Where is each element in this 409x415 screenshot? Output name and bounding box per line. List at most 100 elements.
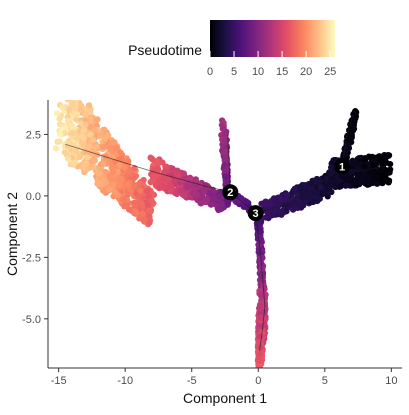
cell-point <box>317 184 324 191</box>
branch-point-label: 1 <box>339 161 345 173</box>
cell-point <box>205 184 212 191</box>
cell-point <box>363 173 371 180</box>
cell-point <box>222 138 229 145</box>
cell-point <box>94 116 101 123</box>
cell-point <box>61 85 67 91</box>
branch-point-label: 2 <box>227 187 233 199</box>
cell-point <box>68 86 74 92</box>
x-tick-label: -5 <box>187 375 197 387</box>
cell-point <box>139 210 146 218</box>
y-tick-label: 2.5 <box>26 129 41 141</box>
cell-point <box>171 177 179 184</box>
cell-point <box>308 180 315 187</box>
cell-point <box>52 145 60 152</box>
cell-point <box>60 80 66 86</box>
cell-point <box>77 106 84 113</box>
cell-point <box>53 110 60 117</box>
cell-point <box>100 177 107 184</box>
cell-point <box>198 199 205 206</box>
cell-point <box>64 92 70 98</box>
cell-point <box>126 206 133 213</box>
cell-point <box>132 208 139 215</box>
cell-point <box>90 137 97 144</box>
cell-point <box>279 209 286 216</box>
cell-point <box>112 144 120 151</box>
legend-colorbar <box>210 20 335 57</box>
cell-point <box>385 179 392 186</box>
cell-point <box>131 173 138 181</box>
cell-point <box>105 186 113 193</box>
cell-point <box>75 100 81 102</box>
cell-point <box>68 122 75 130</box>
cell-point <box>146 219 153 226</box>
cell-point <box>265 209 272 216</box>
cell-point <box>327 183 334 190</box>
cell-point <box>64 80 70 86</box>
cell-point <box>258 272 265 279</box>
cell-point <box>336 183 343 190</box>
cell-point <box>62 79 68 85</box>
cell-point <box>102 168 109 176</box>
cell-point <box>307 193 315 200</box>
cell-point <box>203 195 210 202</box>
x-tick-label: -15 <box>51 375 67 387</box>
cell-point <box>379 159 387 166</box>
cell-point <box>218 201 225 208</box>
cell-point <box>379 166 386 173</box>
cell-point <box>107 146 114 153</box>
cell-point <box>207 201 215 208</box>
cell-point <box>373 174 380 181</box>
cell-point <box>62 129 69 137</box>
cell-point <box>362 155 369 162</box>
cell-point <box>369 169 376 176</box>
x-tick-label: 10 <box>385 375 397 387</box>
cell-point <box>258 323 265 330</box>
legend-tick-label: 5 <box>231 66 237 78</box>
branch-point-marker <box>334 158 351 175</box>
y-tick-label: -2.5 <box>22 252 41 264</box>
branch-point-label: 3 <box>253 208 259 220</box>
cell-point <box>300 202 307 209</box>
legend-tick-label: 0 <box>207 66 213 78</box>
legend-title: Pseudotime <box>128 42 202 58</box>
cell-point <box>71 89 77 95</box>
cell-point <box>222 131 229 138</box>
cell-point <box>124 181 132 188</box>
cell-point <box>82 112 89 119</box>
cell-point <box>159 159 166 166</box>
cell-point <box>177 187 184 194</box>
cell-point <box>79 134 87 141</box>
cell-point <box>115 182 122 189</box>
cell-point <box>350 160 357 168</box>
x-tick-label: 5 <box>322 375 328 387</box>
cell-point <box>136 180 143 187</box>
cell-point <box>215 206 222 214</box>
cell-point <box>310 198 317 206</box>
cell-point <box>219 125 226 132</box>
cell-point <box>387 160 394 168</box>
legend-tick-label: 15 <box>276 66 288 78</box>
cell-point <box>64 87 70 93</box>
trajectory-segment <box>341 114 354 167</box>
cell-point <box>193 191 200 199</box>
x-tick-label: 0 <box>255 375 261 387</box>
cell-point <box>163 163 170 170</box>
cell-point <box>69 100 77 108</box>
cell-point <box>180 170 187 177</box>
branch-point-marker <box>247 205 264 222</box>
legend: Pseudotime 0 5 10 15 20 25 <box>128 20 336 78</box>
cell-point <box>74 111 81 118</box>
cell-point <box>313 190 320 197</box>
cell-point <box>53 100 57 101</box>
cell-point <box>330 177 337 185</box>
cell-point <box>64 84 70 90</box>
cell-point <box>256 350 263 357</box>
cell-point <box>258 237 265 245</box>
cell-point <box>137 187 144 194</box>
cell-point <box>166 181 173 188</box>
cell-point <box>143 188 150 195</box>
cell-point <box>165 176 172 183</box>
cell-point <box>70 89 76 95</box>
